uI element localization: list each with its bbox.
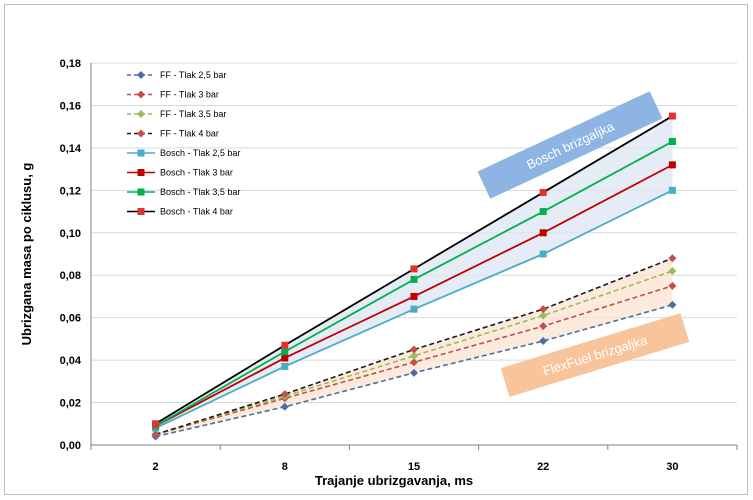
- legend-label: Bosch - Tlak 4 bar: [160, 207, 233, 217]
- legend-label: FF - Tlak 2,5 bar: [160, 70, 226, 80]
- data-point-marker: [280, 390, 289, 399]
- data-point-marker: [539, 337, 548, 346]
- data-point-marker: [281, 341, 289, 349]
- legend-label: FF - Tlak 4 bar: [160, 129, 219, 139]
- data-point-marker: [137, 188, 145, 196]
- line-chart: 0,00 0,02 0,04 0,06 0,08 0,10 0,12 0,14 0,16 0,18…: [19, 58, 738, 488]
- data-point-marker: [137, 149, 145, 157]
- shaded-band: [155, 258, 673, 437]
- chart-frame: 0,00 0,02 0,04 0,06 0,08 0,10 0,12 0,14 0,16 0,18…: [4, 4, 748, 495]
- data-point-marker: [539, 188, 547, 196]
- data-point-marker: [539, 305, 548, 314]
- y-tick-label: 0,00: [60, 440, 81, 452]
- data-point-marker: [668, 186, 676, 194]
- legend-label: FF - Tlak 3 bar: [160, 90, 219, 100]
- legend-label: FF - Tlak 3,5 bar: [160, 109, 226, 119]
- annotation-box: [500, 313, 690, 397]
- data-point-marker: [668, 254, 677, 263]
- data-point-marker: [668, 138, 676, 146]
- series-ff-tlak-2-5-bar: [151, 300, 677, 441]
- legend-label: Bosch - Tlak 2,5 bar: [160, 148, 240, 158]
- x-axis-title: Trajanje ubrizgavanja, ms: [315, 473, 473, 488]
- data-point-marker: [280, 402, 289, 411]
- data-point-marker: [410, 265, 418, 273]
- data-point-marker: [539, 250, 547, 258]
- x-tick-label: 30: [666, 461, 678, 473]
- data-point-marker: [410, 358, 418, 367]
- data-point-marker: [137, 169, 145, 176]
- data-point-marker: [539, 208, 547, 216]
- y-tick-label: 0,08: [60, 270, 81, 282]
- data-point-marker: [151, 430, 160, 439]
- y-tick-label: 0,14: [60, 143, 82, 155]
- data-point-marker: [137, 110, 145, 118]
- legend-label: Bosch - Tlak 3 bar: [160, 168, 233, 178]
- data-point-marker: [410, 292, 418, 300]
- data-point-marker: [152, 420, 160, 428]
- data-point-marker: [668, 161, 676, 169]
- data-point-marker: [410, 275, 418, 283]
- annotation-box: [477, 91, 663, 199]
- data-point-marker: [410, 368, 418, 377]
- data-point-marker: [137, 90, 145, 99]
- x-tick-label: 22: [537, 461, 549, 473]
- data-point-marker: [137, 208, 145, 215]
- data-point-marker: [410, 305, 418, 313]
- y-tick-label: 0,10: [60, 228, 81, 240]
- data-point-marker: [539, 322, 548, 331]
- data-point-marker: [137, 71, 145, 79]
- y-tick-label: 0,02: [60, 398, 81, 410]
- legend: FF - Tlak 2,5 bar FF - Tlak 3 bar FF - Tla…: [127, 70, 240, 217]
- y-tick-label: 0,04: [60, 355, 82, 367]
- x-tick-label: 15: [408, 461, 420, 473]
- data-point-marker: [539, 311, 548, 320]
- x-tick-label: 8: [282, 461, 288, 473]
- data-point-marker: [410, 345, 418, 354]
- data-point-marker: [410, 351, 418, 360]
- data-point-marker: [281, 348, 289, 356]
- y-axis-title: Ubrizgana masa po ciklusu, g: [19, 163, 34, 346]
- data-point-marker: [668, 266, 677, 275]
- data-point-marker: [281, 354, 289, 362]
- series-line: [155, 270, 673, 436]
- data-point-marker: [668, 281, 677, 290]
- data-point-marker: [539, 229, 547, 237]
- y-tick-label: 0,16: [60, 100, 81, 112]
- x-tick-label: 2: [153, 461, 159, 473]
- y-tick-label: 0,12: [60, 185, 81, 197]
- series-bosch-tlak-4-bar: [152, 112, 676, 428]
- y-tick-label: 0,06: [60, 313, 81, 325]
- series-ff-tlak-4-bar: [151, 254, 677, 439]
- y-tick-label: 0,18: [60, 58, 81, 70]
- legend-label: Bosch - Tlak 3,5 bar: [160, 187, 240, 197]
- data-point-marker: [668, 300, 677, 309]
- data-point-marker: [281, 362, 289, 370]
- data-point-marker: [668, 112, 676, 120]
- data-point-marker: [137, 129, 145, 138]
